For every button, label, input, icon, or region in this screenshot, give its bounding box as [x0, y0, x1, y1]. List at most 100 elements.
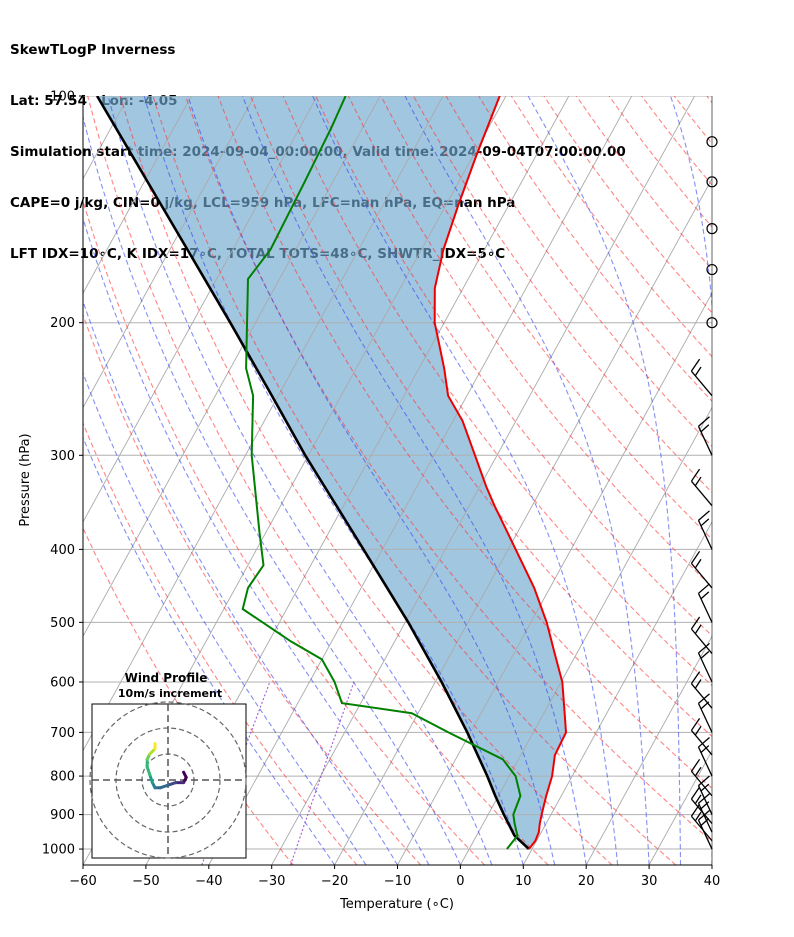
- wind-barbs: [690, 136, 718, 850]
- wind-barb: [690, 671, 713, 709]
- barb-flag: [694, 558, 702, 569]
- wind-barb: [690, 718, 713, 756]
- dry-adiabat-line: [380, 96, 712, 540]
- dry-adiabat-line: [83, 313, 422, 865]
- y-tick-label: 300: [50, 449, 75, 464]
- dry-adiabat-line: [83, 199, 485, 865]
- barb-flag: [698, 737, 710, 748]
- barb-flag: [698, 775, 710, 787]
- wind-barb: [697, 583, 713, 623]
- x-tick-label: 30: [641, 874, 658, 889]
- barb-shaft: [690, 370, 713, 397]
- y-tick-label: 900: [50, 808, 75, 823]
- hodograph-ring: [89, 701, 247, 859]
- dry-adiabat-line: [184, 96, 712, 843]
- moist-adiabat-line: [143, 96, 524, 865]
- barb-flag: [700, 650, 710, 659]
- moist-adiabat-line: [83, 114, 461, 865]
- wind-barb: [690, 786, 713, 824]
- barb-flag: [698, 510, 710, 521]
- dry-adiabat-line: [152, 96, 677, 865]
- dry-adiabat-line: [250, 96, 712, 738]
- calm-wind-circle: [706, 317, 718, 329]
- dry-adiabat-line: [315, 96, 712, 637]
- cape-cin-shading: [97, 96, 566, 849]
- barb-flag: [690, 616, 701, 630]
- x-tick-label: −10: [384, 874, 411, 889]
- hodograph: [89, 701, 247, 859]
- dry-adiabat-line: [119, 96, 613, 865]
- moist-adiabat-line: [187, 96, 556, 865]
- barb-flag: [694, 794, 702, 804]
- wind-barb: [697, 510, 713, 550]
- hodograph-frame: [91, 703, 247, 859]
- moist-adiabat-line: [107, 96, 493, 865]
- x-tick-label: 20: [578, 874, 595, 889]
- barb-flag: [694, 624, 702, 634]
- barb-shaft: [697, 652, 713, 683]
- dewpoint-profile-line: [241, 96, 522, 850]
- barb-shaft: [697, 819, 713, 850]
- wind-barb: [706, 176, 718, 188]
- moist-adiabat-line: [669, 96, 712, 865]
- barb-flag: [690, 550, 701, 564]
- barb-shaft: [690, 683, 713, 709]
- barb-flag: [690, 786, 701, 800]
- barb-flag: [700, 424, 710, 433]
- barb-shaft: [697, 426, 713, 456]
- wind-barb: [697, 737, 713, 777]
- dry-adiabat-line: [282, 96, 712, 687]
- chart-title: SkewTLogP Inverness: [10, 42, 176, 58]
- x-tick-label: −40: [195, 874, 222, 889]
- parcel-profile-line: [95, 96, 530, 850]
- barb-shaft: [690, 562, 713, 589]
- isotherm-line: [83, 96, 318, 523]
- y-tick-label: 600: [50, 675, 75, 690]
- barb-flag: [694, 811, 702, 822]
- y-tick-label: 500: [50, 616, 75, 631]
- x-tick-label: −60: [69, 874, 96, 889]
- x-tick-label: −50: [132, 874, 159, 889]
- x-axis-label: Temperature (∘C): [339, 897, 454, 912]
- barb-flag: [700, 591, 710, 600]
- y-tick-label: 800: [50, 770, 75, 785]
- calm-wind-circle: [706, 223, 718, 235]
- barb-flag: [700, 818, 710, 826]
- wind-barb: [690, 550, 713, 589]
- wind-barb: [697, 642, 713, 683]
- moist-adiabat-line: [242, 96, 587, 865]
- barb-shaft: [690, 480, 713, 507]
- hodograph-subtitle: 10m/s increment: [118, 687, 222, 700]
- barb-flag: [700, 701, 710, 710]
- dry-adiabat-line: [706, 96, 712, 104]
- barb-flag: [694, 476, 702, 487]
- x-tick-label: −20: [321, 874, 348, 889]
- calm-wind-circle: [706, 136, 718, 148]
- dry-adiabat-line: [608, 96, 712, 228]
- isotherm-line: [0, 96, 3, 865]
- barb-flag: [690, 358, 701, 372]
- dry-adiabat-line: [445, 96, 712, 448]
- barb-flag: [694, 366, 702, 377]
- dry-adiabat-line: [347, 96, 712, 588]
- barb-flag: [690, 468, 701, 482]
- wind-barb: [697, 416, 713, 456]
- hodograph-title: Wind Profile: [125, 671, 208, 685]
- isotherm-line: [83, 96, 444, 752]
- wind-barb: [690, 468, 713, 507]
- barb-shaft: [697, 593, 713, 623]
- moist-adiabat-line: [404, 96, 650, 865]
- isotherm-line: [522, 520, 712, 865]
- plot-area: [0, 96, 712, 865]
- x-tick-label: 40: [704, 874, 721, 889]
- barb-flag: [690, 758, 701, 772]
- calm-wind-circle: [706, 263, 718, 276]
- wind-barb: [706, 263, 718, 276]
- dry-adiabat-line: [413, 96, 712, 494]
- barb-flag: [690, 671, 701, 685]
- dry-adiabat-line: [83, 526, 294, 865]
- mixing-ratio-line: [290, 681, 355, 865]
- barb-flag: [698, 583, 710, 594]
- isotherm-line: [648, 749, 712, 865]
